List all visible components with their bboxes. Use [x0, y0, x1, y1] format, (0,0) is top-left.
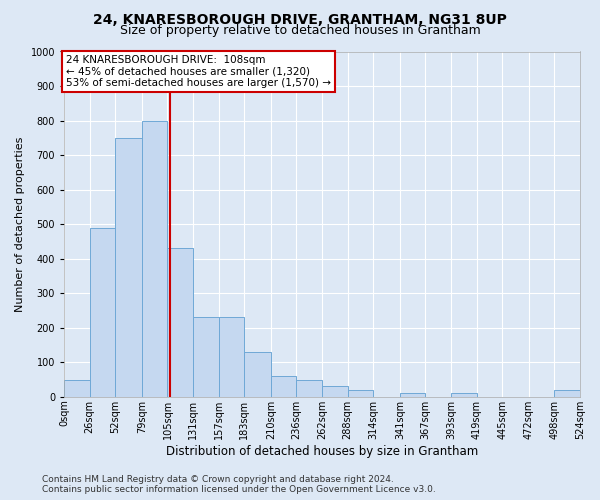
Bar: [271, 376, 296, 397]
Text: 24, KNARESBOROUGH DRIVE, GRANTHAM, NG31 8UP: 24, KNARESBOROUGH DRIVE, GRANTHAM, NG31 …: [93, 12, 507, 26]
Text: Contains HM Land Registry data © Crown copyright and database right 2024.
Contai: Contains HM Land Registry data © Crown c…: [42, 474, 436, 494]
X-axis label: Distribution of detached houses by size in Grantham: Distribution of detached houses by size …: [166, 444, 478, 458]
Bar: [89, 228, 115, 397]
Y-axis label: Number of detached properties: Number of detached properties: [15, 136, 25, 312]
Text: 24 KNARESBOROUGH DRIVE:  108sqm
← 45% of detached houses are smaller (1,320)
53%: 24 KNARESBOROUGH DRIVE: 108sqm ← 45% of …: [66, 55, 331, 88]
Bar: [193, 318, 218, 397]
Bar: [400, 394, 425, 397]
Bar: [244, 352, 271, 397]
Bar: [167, 248, 193, 397]
Bar: [64, 380, 89, 397]
Bar: [296, 380, 322, 397]
Bar: [142, 120, 167, 397]
Bar: [451, 394, 476, 397]
Text: Size of property relative to detached houses in Grantham: Size of property relative to detached ho…: [119, 24, 481, 37]
Bar: [115, 138, 142, 397]
Bar: [347, 390, 373, 397]
Bar: [218, 318, 244, 397]
Bar: [554, 390, 580, 397]
Bar: [322, 386, 347, 397]
